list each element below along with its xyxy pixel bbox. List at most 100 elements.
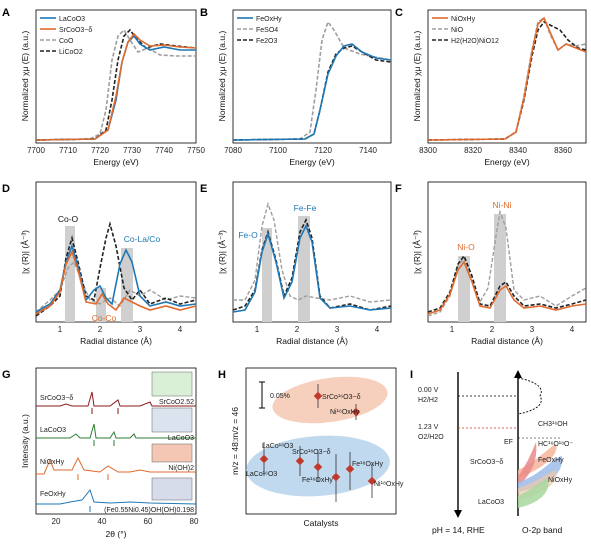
- y-axis-label: |χ (R)| (Å⁻³): [412, 230, 422, 274]
- legend-label: LiCoO2: [59, 49, 83, 56]
- o2p-band-label: O-2p band: [522, 525, 562, 535]
- arrow-head: [454, 510, 462, 518]
- tick-label: 7720: [91, 146, 109, 155]
- crystal-structure-inset: [151, 443, 193, 463]
- tick-label: 8300: [419, 146, 437, 155]
- arrow-head: [514, 370, 522, 378]
- annotation-ni-o: Ni-O: [457, 242, 475, 252]
- crystal-structure-inset: [151, 407, 193, 433]
- xrd-ref-label: SrCoO2.52: [159, 399, 194, 406]
- data-points-h: [259, 384, 377, 502]
- annotation-co-o: Co-O: [58, 214, 79, 224]
- tick-label: 2: [295, 325, 300, 334]
- x-axis-label: Radial distance (Å): [276, 336, 348, 346]
- point-label: LaCo¹⁶O3: [246, 471, 277, 478]
- band-label: NiOxHy: [548, 477, 573, 484]
- tick-label: 7080: [224, 146, 242, 155]
- annotation-co-co: Co-Co: [92, 313, 117, 323]
- plot-frame-d: [35, 181, 197, 323]
- data-point: [367, 476, 377, 486]
- x-ticks-f: 1 2 3 4: [450, 325, 575, 334]
- data-point: [295, 456, 305, 466]
- panel-letter-h: H: [218, 369, 226, 381]
- data-point: [351, 407, 361, 417]
- condition-label: pH = 14, RHE: [432, 525, 485, 535]
- panel-e: E Fe-O Fe-Fe 1 2 3 4 Radial distance (Å)…: [200, 181, 392, 346]
- panel-g: G SrCoO3−δ LaCoO3 NiOxHy FeOxHy SrCoO2.5…: [2, 367, 199, 539]
- curve-feso4: [232, 20, 392, 141]
- oer-value: 1.23 V: [418, 424, 439, 431]
- xrd-label: LaCoO3: [40, 427, 66, 434]
- curve-nioxhy: [427, 16, 587, 141]
- tick-label: 7710: [59, 146, 77, 155]
- curve-gray-f: [427, 209, 587, 317]
- band-label: LaCoO3: [478, 499, 504, 506]
- legend-label: H2(H2O)NiO12: [451, 38, 499, 45]
- tick-label: 60: [144, 517, 153, 526]
- legend-label: FeOxHy: [256, 16, 282, 23]
- tick-label: 3: [335, 325, 340, 334]
- curve-blue-d: [35, 243, 197, 313]
- panel-letter-i: I: [410, 369, 413, 381]
- panel-i: I 0.00 V H2/H2 1.23 V O2/H2O EF CH3¹⁶OH …: [410, 369, 573, 535]
- tick-label: 7750: [187, 146, 205, 155]
- panel-f: F Ni-O Ni-Ni 1 2 3 4 Radial distance (Å)…: [395, 181, 587, 346]
- crystal-structure-inset: [151, 371, 193, 397]
- legend-label: SrCoO3−δ: [59, 27, 92, 34]
- oer-couple: O2/H2O: [418, 434, 444, 441]
- x-ticks-e: 1 2 3 4: [255, 325, 380, 334]
- y-axis-label: Intensity (a.u.): [20, 414, 30, 468]
- curve-fe2o3: [232, 45, 392, 141]
- point-label: LaCo¹⁸O3: [262, 443, 293, 450]
- annotation-fe-fe: Fe-Fe: [294, 203, 317, 213]
- xrd-ref-label: (Fe0.55Ni0.45)OH(OH)0.198: [104, 507, 194, 514]
- tick-label: 4: [178, 325, 183, 334]
- xrd-label: NiOxHy: [40, 459, 65, 466]
- curve-nio: [427, 16, 587, 141]
- point-label: Ni¹⁸OxHy: [374, 481, 404, 488]
- x-axis-label: Energy (eV): [289, 157, 335, 167]
- curve-gray-d: [35, 260, 197, 313]
- curve-gray-e: [233, 201, 392, 303]
- ch3oh-label: CH3¹⁶OH: [538, 421, 568, 428]
- shell-highlight: [65, 226, 75, 322]
- panel-letter-d: D: [2, 183, 10, 195]
- plot-frame-a: [35, 9, 197, 144]
- point-label: Fe¹⁸OxHy: [352, 461, 383, 468]
- shell-highlight: [121, 248, 133, 322]
- xrd-lacoo3: [36, 423, 196, 439]
- x-axis-label: Energy (eV): [93, 157, 139, 167]
- curve-srcoo3: [35, 32, 197, 141]
- tick-label: 4: [375, 325, 380, 334]
- tick-label: 7740: [155, 146, 173, 155]
- plot-frame-f: [427, 181, 587, 323]
- panel-letter-g: G: [2, 369, 11, 381]
- tick-label: 1: [255, 325, 260, 334]
- plot-frame-e: [232, 181, 392, 323]
- point-label: Fe¹⁶OxHy: [302, 477, 333, 484]
- rhe-value: 0.00 V: [418, 387, 439, 394]
- shell-highlight: [458, 256, 470, 322]
- rhe-couple: H2/H2: [418, 397, 438, 404]
- tick-label: 8320: [464, 146, 482, 155]
- panel-letter-e: E: [200, 183, 207, 195]
- y-axis-label: m/z = 48:m/z = 46: [230, 407, 240, 475]
- legend-label: Fe2O3: [256, 38, 278, 45]
- data-point: [345, 464, 355, 474]
- xrd-feoxhy: [36, 488, 197, 505]
- legend-a: LaCoO3 SrCoO3−δ CoO LiCoO2: [40, 16, 92, 56]
- tick-label: 8360: [554, 146, 572, 155]
- legend-label: NiO: [451, 27, 464, 34]
- tick-label: 3: [138, 325, 143, 334]
- tick-label: 1: [58, 325, 63, 334]
- xrd-srcoo3: [36, 391, 196, 407]
- band-red: [518, 442, 537, 486]
- curve-black-d: [35, 221, 197, 317]
- legend-label: FeSO4: [256, 27, 278, 34]
- xrd-label: FeOxHy: [40, 491, 66, 498]
- tick-label: 2: [98, 325, 103, 334]
- tick-label: 7730: [123, 146, 141, 155]
- x-axis-label: Energy (eV): [484, 157, 530, 167]
- annotation-co-la: Co-La/Co: [124, 234, 161, 244]
